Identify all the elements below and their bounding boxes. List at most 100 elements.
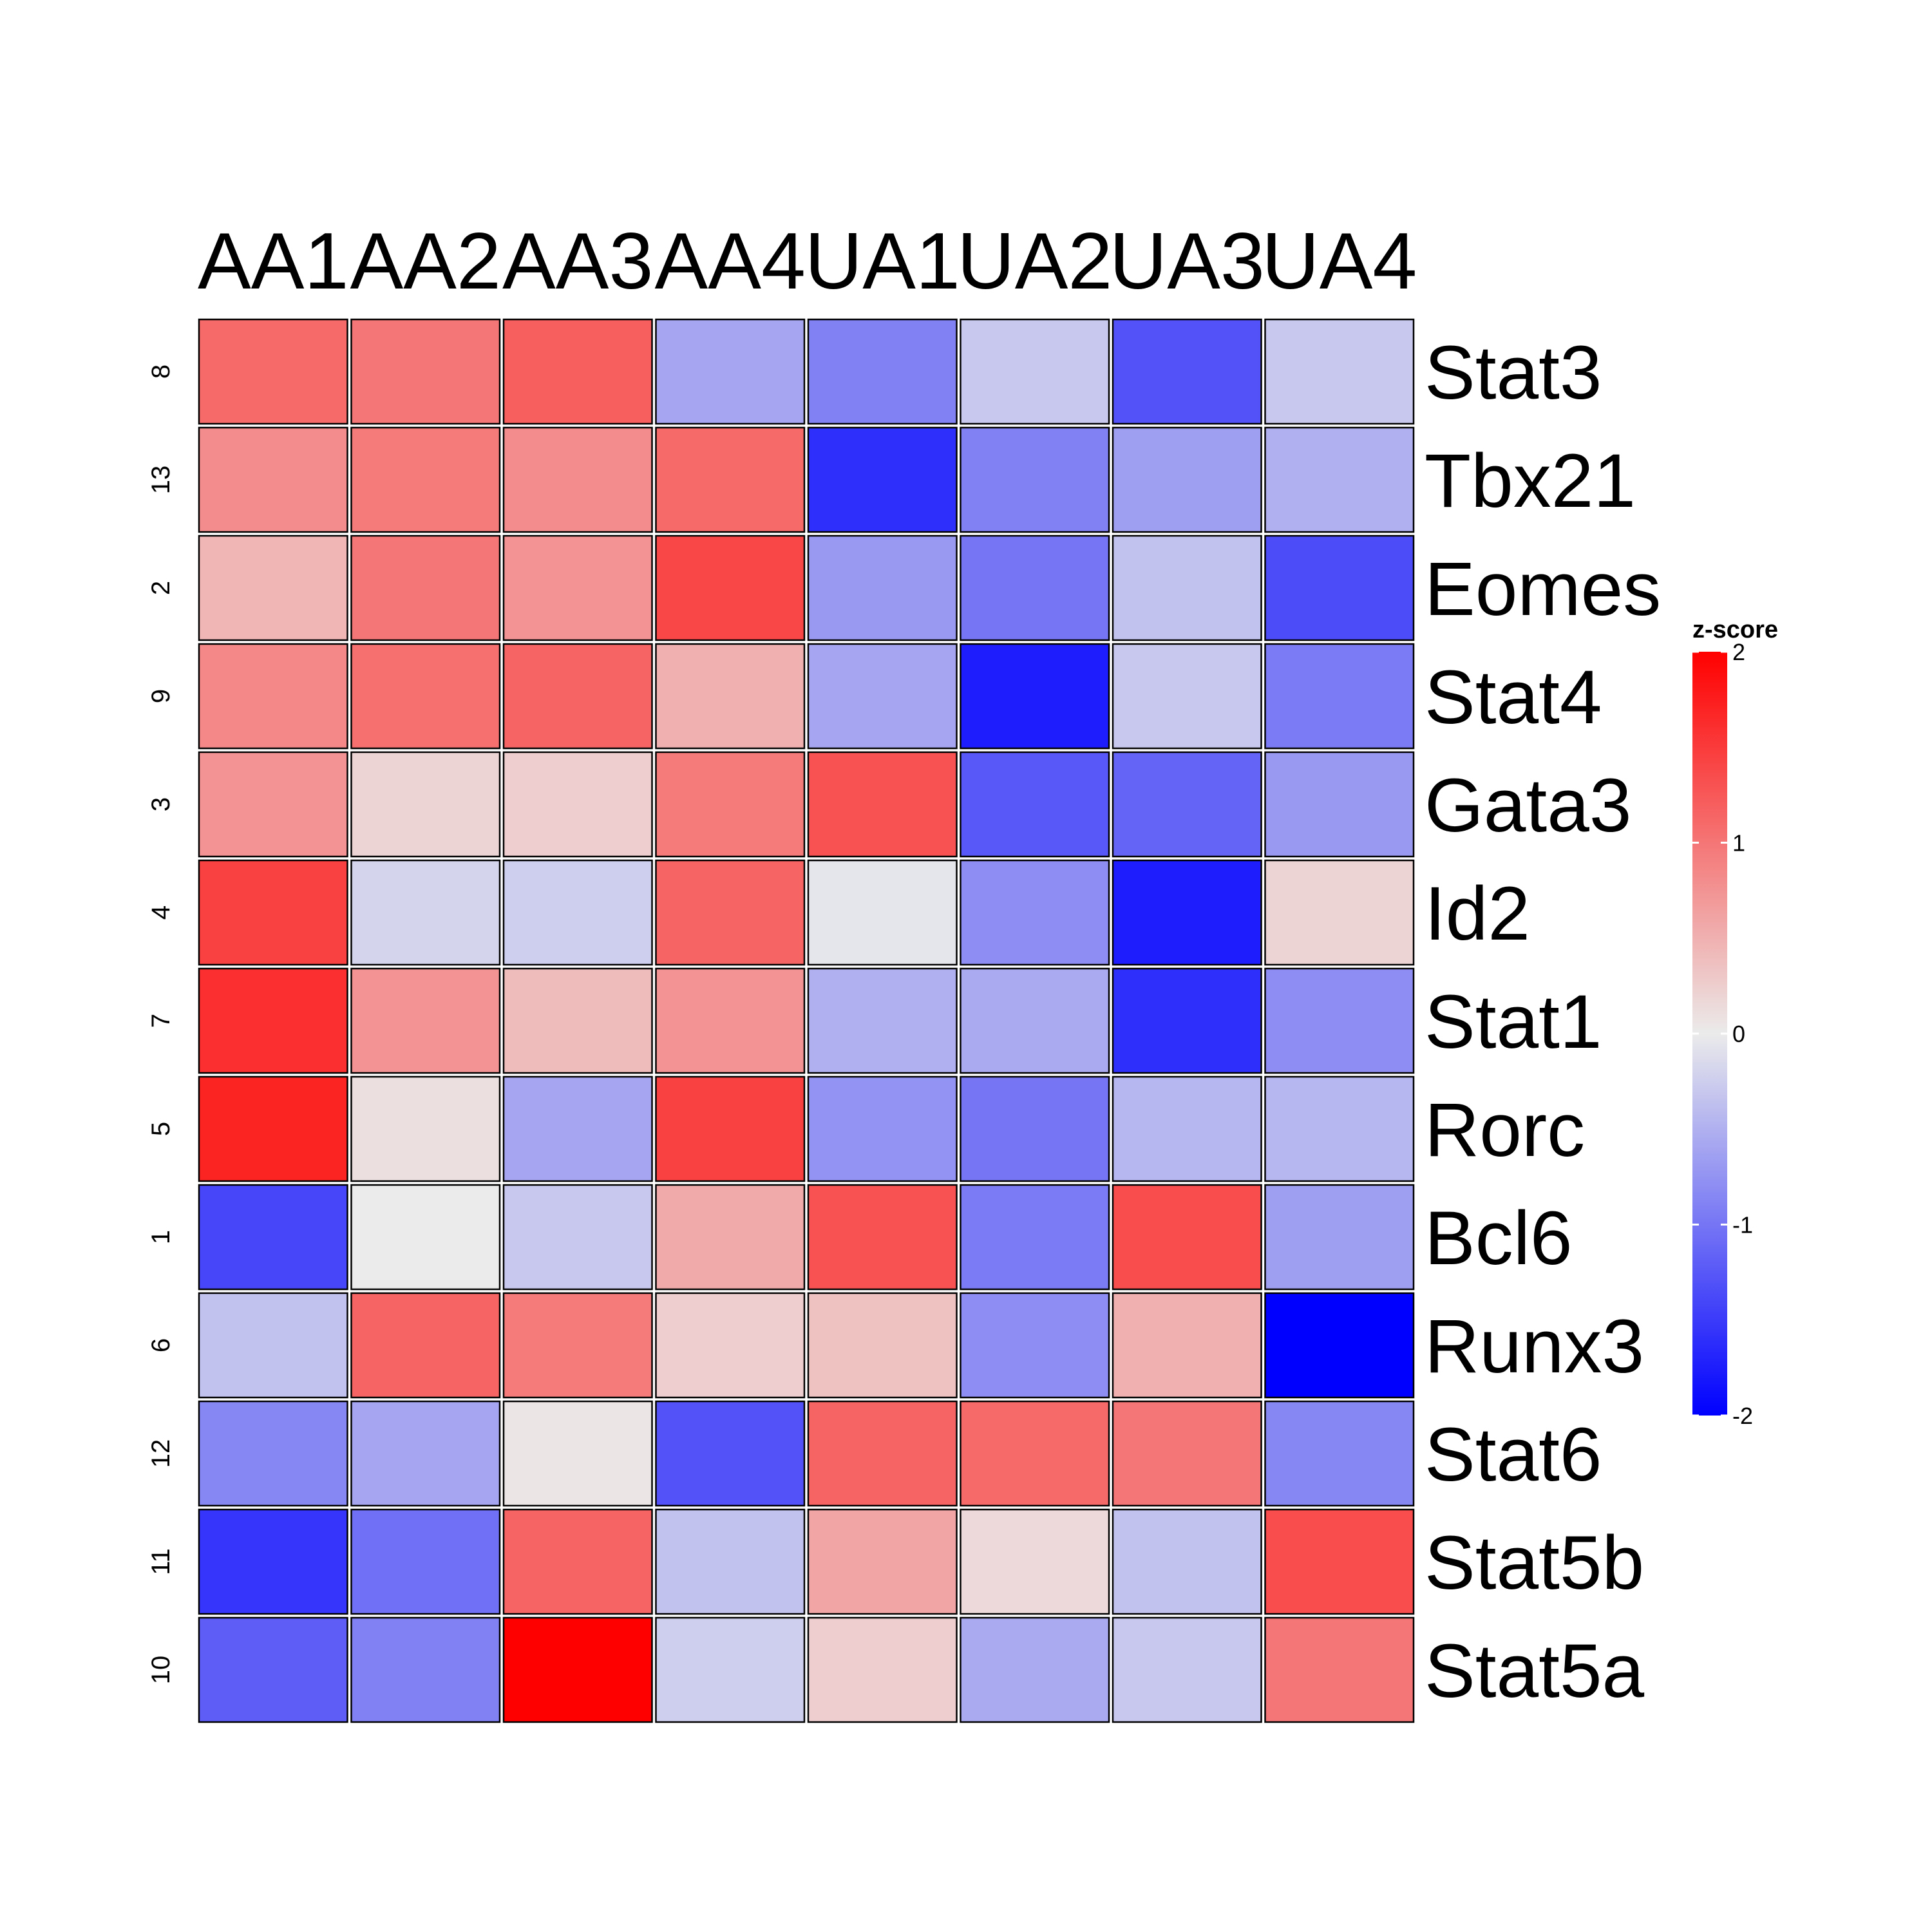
heatmap-cell: [502, 859, 653, 966]
column-label: UA1: [805, 217, 960, 306]
heatmap-cell: [655, 967, 806, 1074]
heatmap-cell: [655, 1075, 806, 1182]
heatmap-cell: [960, 318, 1110, 425]
legend-tick-label: 0: [1732, 1021, 1745, 1047]
column-label: AA2: [350, 217, 501, 306]
row-label: Stat5a: [1425, 1629, 1645, 1714]
heatmap-cell: [198, 426, 348, 533]
heatmap-cell: [960, 967, 1110, 1074]
row-label: Stat4: [1425, 655, 1602, 740]
heatmap-cell: [1264, 318, 1415, 425]
row-id-label: 3: [147, 797, 175, 811]
heatmap-cell: [502, 318, 653, 425]
heatmap-cell: [502, 1616, 653, 1723]
heatmap-cell: [198, 967, 348, 1074]
column-label: UA4: [1262, 217, 1417, 306]
heatmap-cell: [350, 1616, 501, 1723]
heatmap-cell: [655, 426, 806, 533]
row-label: Stat5b: [1425, 1520, 1644, 1605]
heatmap-cell: [1264, 426, 1415, 533]
heatmap-cell: [350, 1292, 501, 1399]
heatmap-cell: [198, 751, 348, 858]
heatmap-cell: [198, 1292, 348, 1399]
heatmap-cell: [1112, 643, 1262, 750]
heatmap-cell: [1264, 1184, 1415, 1291]
heatmap-cell: [807, 967, 958, 1074]
legend-tick-label: 2: [1732, 639, 1745, 665]
row-label: Tbx21: [1425, 439, 1636, 524]
row-id-label: 13: [147, 466, 175, 495]
heatmap-cell: [807, 1616, 958, 1723]
heatmap-cell: [502, 643, 653, 750]
heatmap-cell: [1112, 1075, 1262, 1182]
heatmap-cell: [807, 859, 958, 966]
heatmap-cell: [960, 1400, 1110, 1507]
heatmap-cell: [1112, 426, 1262, 533]
heatmap-cell: [807, 1075, 958, 1182]
heatmap-cell: [960, 535, 1110, 641]
heatmap-cell: [807, 426, 958, 533]
heatmap-cell: [960, 1292, 1110, 1399]
heatmap-cell: [960, 1184, 1110, 1291]
heatmap-cell: [350, 1075, 501, 1182]
heatmap-cell: [502, 1184, 653, 1291]
row-label: Runx3: [1425, 1304, 1644, 1389]
heatmap-cell: [350, 318, 501, 425]
heatmap-cell: [960, 1616, 1110, 1723]
color-legend: z-score 2 1 0 -1 -2: [1692, 616, 1778, 1429]
heatmap-cell: [502, 1400, 653, 1507]
heatmap-cell: [1112, 318, 1262, 425]
heatmap-cell: [198, 1075, 348, 1182]
legend-tick-label: -2: [1732, 1403, 1753, 1429]
heatmap-cell: [960, 1508, 1110, 1615]
heatmap-cell: [655, 859, 806, 966]
heatmap-cell: [960, 643, 1110, 750]
heatmap-cell: [807, 643, 958, 750]
heatmap-cell: [655, 1616, 806, 1723]
column-label: AA3: [502, 217, 653, 306]
row-id-label: 8: [147, 365, 175, 379]
row-id-label: 12: [147, 1439, 175, 1468]
heatmap-cell: [1112, 751, 1262, 858]
heatmap-cell: [1112, 859, 1262, 966]
row-id-label: 4: [147, 905, 175, 920]
heatmap-cell: [655, 1292, 806, 1399]
column-label: UA3: [1110, 217, 1265, 306]
heatmap-cell: [655, 1508, 806, 1615]
heatmap-cell: [198, 1616, 348, 1723]
heatmap-cell: [1112, 1616, 1262, 1723]
heatmap-cell: [960, 751, 1110, 858]
heatmap-cell: [807, 1508, 958, 1615]
heatmap-cell: [350, 859, 501, 966]
legend-title: z-score: [1692, 616, 1778, 643]
row-label: Bcl6: [1425, 1196, 1573, 1281]
row-label: Id2: [1425, 871, 1530, 956]
heatmap-cell: [350, 426, 501, 533]
heatmap-cell: [1264, 1616, 1415, 1723]
heatmap-cell: [1112, 1508, 1262, 1615]
column-label: AA1: [198, 217, 348, 306]
row-labels: Stat3 Tbx21 Eomes Stat4 Gata3 Id2 Stat1 Rorc Bcl…: [1425, 330, 1661, 1714]
heatmap-cell: [198, 859, 348, 966]
heatmap-cell: [1264, 967, 1415, 1074]
row-id-label: 10: [147, 1656, 175, 1685]
heatmap-cell: [655, 318, 806, 425]
row-label: Stat6: [1425, 1412, 1602, 1497]
heatmap-cell: [350, 1508, 501, 1615]
column-label: AA4: [655, 217, 806, 306]
heatmap-cell: [960, 426, 1110, 533]
row-id-label: 9: [147, 689, 175, 703]
heatmap-cell: [960, 859, 1110, 966]
heatmap-cell: [198, 1184, 348, 1291]
heatmap-cell: [655, 643, 806, 750]
heatmap-cell: [1112, 535, 1262, 641]
heatmap-cell: [198, 643, 348, 750]
heatmap-cell: [1264, 1292, 1415, 1399]
row-label: Gata3: [1425, 763, 1631, 848]
heatmap-cell: [655, 1400, 806, 1507]
heatmap-cell: [502, 426, 653, 533]
heatmap-cell: [1112, 967, 1262, 1074]
heatmap-cell: [502, 751, 653, 858]
